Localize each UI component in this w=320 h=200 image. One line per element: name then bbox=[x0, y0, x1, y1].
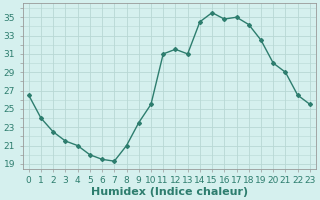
X-axis label: Humidex (Indice chaleur): Humidex (Indice chaleur) bbox=[91, 187, 248, 197]
